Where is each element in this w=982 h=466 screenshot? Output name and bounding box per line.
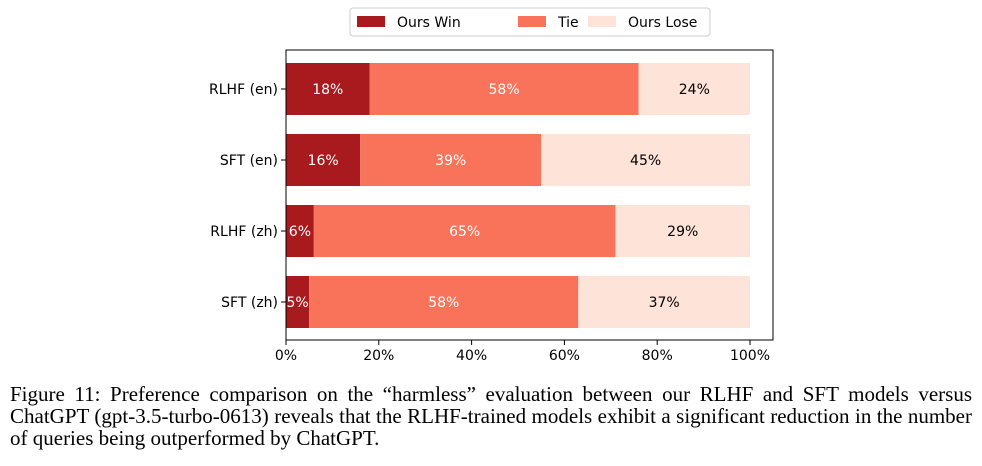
bar-segment-ours-lose [615, 205, 750, 257]
bar-segment-ours-lose [541, 134, 750, 186]
x-tick-label: 100% [730, 348, 770, 364]
legend-swatch [588, 16, 616, 27]
caption-label: Figure 11: [10, 382, 101, 406]
bar-segment-ours-lose [578, 276, 750, 328]
data-label: 18% [312, 82, 343, 98]
bar-segment-ours-win [286, 276, 310, 328]
x-tick-label: 60% [549, 348, 580, 364]
y-tick-label: SFT (en) [220, 153, 278, 169]
data-label: 24% [679, 82, 710, 98]
legend-label: Tie [557, 15, 579, 31]
data-label: 58% [428, 295, 459, 311]
caption-text: Preference comparison on the “harmless” … [10, 382, 972, 450]
data-label: 58% [489, 82, 520, 98]
data-label: 45% [630, 153, 661, 169]
data-label: 65% [449, 224, 480, 240]
legend-swatch [357, 16, 385, 27]
bar-segment-tie [369, 63, 639, 115]
bar-segment-tie [313, 205, 616, 257]
bar-segment-ours-win [286, 63, 370, 115]
y-tick-label: RLHF (zh) [210, 224, 278, 240]
x-tick-label: 80% [642, 348, 673, 364]
x-tick-label: 0% [275, 348, 297, 364]
plot-frame [285, 49, 774, 341]
data-label: 29% [667, 224, 698, 240]
bar-segment-tie [309, 276, 579, 328]
x-tick-label: 40% [456, 348, 487, 364]
x-axis: 0% 20% 40% 60% 80% 100% [275, 340, 770, 364]
bar-segment-ours-win [286, 205, 314, 257]
y-axis: RLHF (en) SFT (en) RLHF (zh) SFT (zh) [209, 82, 286, 311]
data-label: 37% [649, 295, 680, 311]
figure-caption: Figure 11: Preference comparison on the … [10, 383, 972, 449]
y-tick-label: RLHF (en) [209, 82, 278, 98]
bar-segment-ours-lose [638, 63, 750, 115]
data-label: 6% [289, 224, 311, 240]
data-label: 39% [435, 153, 466, 169]
bar-segment-ours-win [286, 134, 361, 186]
legend-label: Ours Win [397, 15, 461, 31]
stacked-bar-chart: Ours Win Tie Ours Lose 18% 58% 24% 16% 39% 45% 6… [209, 7, 774, 364]
legend: Ours Win Tie Ours Lose [349, 7, 711, 37]
y-tick-label: SFT (zh) [221, 295, 278, 311]
bar-segment-tie [360, 134, 542, 186]
legend-label: Ours Lose [628, 15, 697, 31]
data-label: 16% [308, 153, 339, 169]
x-tick-label: 20% [363, 348, 394, 364]
legend-swatch [518, 16, 546, 27]
data-label: 5% [286, 295, 308, 311]
bars: 18% 58% 24% 16% 39% 45% 6% 65% 29% 5% 58% 37% [286, 63, 750, 328]
